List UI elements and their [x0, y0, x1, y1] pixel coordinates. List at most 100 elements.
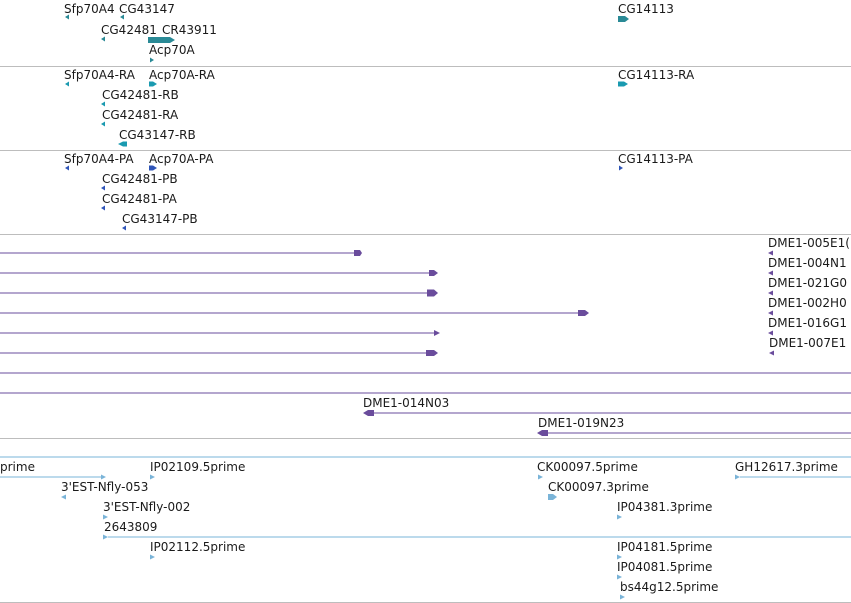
- bac-end-feature[interactable]: [0, 270, 438, 276]
- plus-strand-glyph: [617, 574, 622, 580]
- transcript-feature[interactable]: Acp70A-RA: [149, 68, 216, 87]
- gene-feature[interactable]: Sfp70A4: [64, 2, 115, 20]
- feature-label: 3'EST-Nfly-053: [61, 480, 148, 494]
- minus-strand-glyph: [122, 225, 126, 231]
- est-feature[interactable]: GH12617.3prime: [735, 460, 851, 480]
- feature-label: CK00097.3prime: [548, 480, 649, 494]
- alignment-end-glyph: [578, 310, 589, 316]
- protein-feature[interactable]: CG42481-PB: [101, 172, 178, 191]
- feature-label: CG43147-RB: [119, 128, 196, 142]
- bac-end-feature[interactable]: DME1-019N23: [537, 416, 851, 436]
- alignment-end-glyph: [426, 350, 438, 356]
- feature-label: CG43147: [119, 2, 175, 16]
- protein-feature[interactable]: Acp70A-PA: [149, 152, 214, 171]
- bac-end-feature[interactable]: DME1-005E1(: [768, 236, 850, 256]
- feature-label: Acp70A-RA: [149, 68, 216, 82]
- feature-label: 2643809: [104, 520, 157, 534]
- gene-feature[interactable]: Acp70A: [149, 43, 195, 63]
- est-feature[interactable]: CK00097.5prime: [537, 460, 638, 480]
- plus-strand-glyph: [620, 594, 625, 600]
- minus-strand-glyph: [768, 270, 773, 276]
- bac-end-feature[interactable]: [0, 289, 438, 297]
- feature-label: IP02109.5prime: [150, 460, 245, 474]
- feature-label: bs44g12.5prime: [620, 580, 718, 594]
- feature-label: CR43911: [162, 23, 217, 37]
- protein-feature[interactable]: CG43147-PB: [122, 212, 198, 231]
- protein-track: Sfp70A4-PA Acp70A-PA CG14113-PA CG42481-…: [64, 152, 694, 231]
- bac-end-feature[interactable]: DME1-004N1: [768, 256, 847, 276]
- plus-strand-glyph: [617, 514, 622, 520]
- bac-end-track: DME1-005E1( DME1-004N1 DME1-021G0 DME1-0…: [0, 236, 851, 436]
- feature-label: DME1-005E1(: [768, 236, 850, 250]
- feature-label: DME1-021G0: [768, 276, 847, 290]
- gene-feature[interactable]: CG42481: [101, 23, 157, 42]
- plus-strand-glyph: [101, 474, 106, 480]
- bac-end-feature[interactable]: [0, 250, 362, 256]
- est-feature[interactable]: IP02109.5prime: [150, 460, 245, 480]
- bac-end-feature[interactable]: DME1-002H0: [768, 296, 847, 316]
- bac-end-feature[interactable]: [0, 350, 438, 356]
- minus-strand-glyph: [65, 165, 69, 171]
- alignment-end-glyph: [427, 289, 438, 297]
- minus-strand-glyph: [768, 310, 773, 316]
- minus-strand-glyph: [769, 350, 774, 356]
- transcript-feature[interactable]: CG42481-RA: [101, 108, 179, 127]
- minus-strand-glyph: [768, 290, 773, 296]
- feature-label: DME1-002H0: [768, 296, 847, 310]
- plus-strand-glyph: [548, 494, 557, 500]
- protein-feature[interactable]: CG14113-PA: [618, 152, 694, 171]
- est-feature[interactable]: bs44g12.5prime: [620, 580, 718, 600]
- minus-strand-glyph: [363, 410, 374, 416]
- minus-strand-glyph: [118, 141, 127, 147]
- minus-strand-glyph: [120, 14, 124, 20]
- feature-label: 3'EST-Nfly-002: [103, 500, 190, 514]
- est-feature[interactable]: IP04081.5prime: [617, 560, 712, 580]
- minus-strand-glyph: [768, 250, 773, 256]
- gene-feature[interactable]: CG43147: [119, 2, 175, 20]
- transcript-feature[interactable]: CG14113-RA: [618, 68, 695, 87]
- minus-strand-glyph: [65, 81, 69, 87]
- feature-label: CG42481-PA: [102, 192, 178, 206]
- transcript-feature[interactable]: CG43147-RB: [118, 128, 196, 147]
- est-feature[interactable]: 3'EST-Nfly-002: [103, 500, 190, 520]
- est-feature[interactable]: 2643809: [103, 520, 851, 540]
- gene-feature[interactable]: CG14113: [618, 2, 674, 22]
- minus-strand-glyph: [768, 330, 773, 336]
- est-feature[interactable]: IP02112.5prime: [150, 540, 245, 560]
- transcript-feature[interactable]: CG42481-RB: [101, 88, 179, 107]
- feature-label: CG42481: [101, 23, 157, 37]
- feature-label: CG43147-PB: [122, 212, 198, 226]
- est-feature[interactable]: CK00097.3prime: [548, 480, 649, 500]
- feature-label: Sfp70A4-RA: [64, 68, 136, 82]
- feature-label: GH12617.3prime: [735, 460, 838, 474]
- gene-feature[interactable]: CR43911: [148, 23, 217, 43]
- plus-strand-glyph: [538, 474, 543, 480]
- est-feature[interactable]: prime: [0, 460, 106, 480]
- feature-label: Sfp70A4-PA: [64, 152, 134, 166]
- est-track: prime IP02109.5prime CK00097.5prime GH12…: [0, 456, 851, 600]
- est-feature[interactable]: IP04381.3prime: [617, 500, 712, 520]
- alignment-end-glyph: [434, 330, 440, 336]
- protein-feature[interactable]: Sfp70A4-PA: [64, 152, 134, 171]
- feature-label: Acp70A-PA: [149, 152, 214, 166]
- bac-end-feature[interactable]: DME1-007E1: [769, 336, 846, 356]
- feature-label: IP04381.3prime: [617, 500, 712, 514]
- feature-label: DME1-016G1: [768, 316, 847, 330]
- feature-label: Acp70A: [149, 43, 195, 57]
- est-feature[interactable]: 3'EST-Nfly-053: [61, 480, 148, 500]
- minus-strand-glyph: [101, 205, 105, 211]
- plus-strand-glyph: [148, 37, 175, 43]
- est-feature[interactable]: IP04181.5prime: [617, 540, 712, 560]
- feature-label: IP02112.5prime: [150, 540, 245, 554]
- transcript-feature[interactable]: Sfp70A4-RA: [64, 68, 136, 87]
- minus-strand-glyph: [61, 494, 66, 500]
- feature-label: CG14113-RA: [618, 68, 695, 82]
- protein-feature[interactable]: CG42481-PA: [101, 192, 178, 211]
- bac-end-feature[interactable]: DME1-016G1: [768, 316, 847, 336]
- feature-label: Sfp70A4: [64, 2, 115, 16]
- plus-strand-glyph: [149, 81, 157, 87]
- bac-end-feature[interactable]: [0, 310, 589, 316]
- bac-end-feature[interactable]: [0, 330, 440, 336]
- bac-end-feature[interactable]: DME1-014N03: [363, 396, 851, 416]
- bac-end-feature[interactable]: DME1-021G0: [768, 276, 847, 296]
